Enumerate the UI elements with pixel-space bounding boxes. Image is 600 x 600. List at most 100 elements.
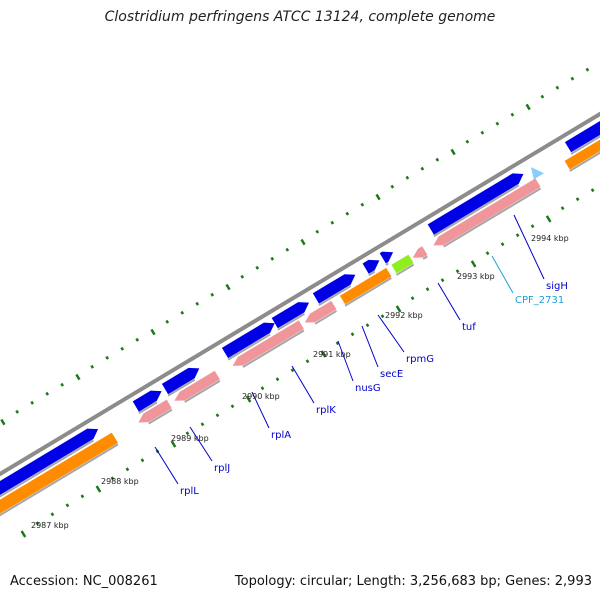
- gene-label[interactable]: nusG: [355, 383, 381, 394]
- tick-mark: [170, 440, 177, 448]
- tick-mark: [465, 139, 470, 144]
- gene-label[interactable]: rplA: [271, 430, 291, 441]
- tick-mark: [515, 233, 520, 238]
- tick-mark: [525, 103, 531, 111]
- callout-line: [291, 365, 315, 404]
- feature-shadow: [277, 312, 305, 331]
- feature-shadow: [318, 285, 352, 306]
- gene-label[interactable]: tuf: [462, 322, 476, 333]
- tick-mark: [480, 130, 485, 135]
- position-label: 2989 kbp: [171, 434, 209, 443]
- tick-mark: [255, 265, 260, 270]
- feature-cds-minus: [433, 178, 541, 246]
- feature-shadow: [0, 443, 119, 517]
- position-label: 2991 kbp: [313, 350, 351, 359]
- tick-mark: [290, 368, 295, 373]
- callout-line: [437, 282, 461, 321]
- tick-mark: [350, 332, 355, 337]
- tick-mark: [335, 341, 340, 346]
- feature-cds-plus: [0, 428, 99, 495]
- tick-mark: [510, 112, 515, 117]
- tick-mark: [575, 197, 580, 202]
- gene-label[interactable]: rplK: [316, 405, 336, 416]
- tick-mark: [560, 206, 565, 211]
- tick-mark: [330, 220, 335, 225]
- tick-mark: [390, 184, 395, 189]
- position-label: 2990 kbp: [242, 392, 280, 401]
- feature-cds-plus: [362, 259, 380, 274]
- feature-cds-minus: [174, 370, 220, 401]
- tick-mark: [210, 292, 215, 297]
- tick-mark: [0, 418, 6, 426]
- tick-mark: [530, 224, 535, 229]
- tick-mark: [30, 400, 34, 405]
- gene-label[interactable]: secE: [380, 369, 403, 380]
- tick-mark: [245, 395, 252, 403]
- genome-summary-text: Topology: circular; Length: 3,256,683 bp…: [234, 574, 592, 589]
- feature-shadow: [569, 151, 600, 172]
- tick-mark: [470, 260, 477, 268]
- feature-shadow: [344, 277, 392, 307]
- tick-mark: [75, 373, 81, 381]
- gene-label[interactable]: rplJ: [214, 463, 230, 474]
- feature-shadow: [148, 408, 173, 425]
- tick-mark: [195, 301, 200, 306]
- tick-mark: [360, 202, 365, 207]
- tick-mark: [455, 269, 460, 274]
- tick-mark: [110, 476, 115, 481]
- tick-mark: [420, 166, 425, 171]
- gene-label[interactable]: rpmG: [406, 354, 434, 365]
- position-label: 2993 kbp: [457, 272, 495, 281]
- tick-mark: [345, 211, 350, 216]
- gene-label[interactable]: sigH: [546, 281, 568, 292]
- feature-shadow: [385, 262, 389, 266]
- tick-mark: [570, 76, 575, 81]
- tick-mark: [120, 346, 125, 351]
- callout-line: [361, 325, 379, 368]
- tick-mark: [105, 355, 110, 360]
- accession-text: Accession: NC_008261: [10, 574, 158, 589]
- feature-shadow: [242, 329, 305, 368]
- tick-mark: [270, 256, 275, 261]
- tick-mark: [50, 512, 55, 517]
- tick-mark: [375, 193, 381, 201]
- callout-line: [377, 314, 405, 353]
- feature-shadow: [167, 378, 196, 397]
- tick-mark: [65, 503, 70, 508]
- tick-mark: [200, 422, 205, 427]
- tick-mark: [300, 238, 306, 246]
- feature-cds-plus: [271, 302, 309, 329]
- feature-cds-plus: [161, 367, 200, 395]
- feature-shadow: [138, 401, 158, 415]
- callout-line: [491, 255, 514, 294]
- feature-cds-minus: [412, 246, 428, 258]
- feature-cds-plus: [221, 322, 275, 359]
- feature-track: [0, 121, 600, 517]
- gene-label[interactable]: rplL: [180, 486, 199, 497]
- feature-shadow: [422, 255, 428, 260]
- tick-mark: [230, 404, 235, 409]
- tick-mark: [185, 431, 190, 436]
- feature-cds-plus: [427, 173, 524, 235]
- tick-mark: [590, 188, 595, 193]
- gene-label[interactable]: CPF_2731: [515, 295, 564, 306]
- tick-mark: [60, 382, 65, 387]
- callout-line: [251, 391, 270, 429]
- tick-mark: [485, 251, 490, 256]
- tick-mark: [165, 319, 170, 324]
- feature-shadow: [227, 333, 271, 361]
- tick-mark: [380, 314, 385, 319]
- tick-mark: [500, 242, 505, 247]
- tick-mark: [225, 283, 231, 291]
- tick-mark: [585, 67, 590, 72]
- position-label: 2994 kbp: [531, 234, 569, 243]
- position-labels: 2987 kbp 2988 kbp 2989 kbp 2990 kbp 2991 kbp…: [31, 234, 569, 530]
- outer-tick-marks: [0, 67, 590, 426]
- feature-shadow: [433, 184, 520, 238]
- tick-mark: [135, 337, 140, 342]
- feature-rrna: [339, 267, 392, 305]
- feature-shadow: [184, 380, 221, 403]
- feature-shadow: [0, 439, 94, 498]
